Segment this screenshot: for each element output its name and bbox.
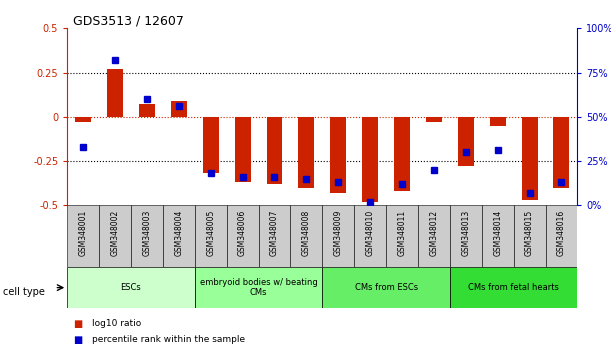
Text: GDS3513 / 12607: GDS3513 / 12607 (73, 14, 184, 27)
Text: GSM348005: GSM348005 (206, 210, 215, 256)
Text: GSM348004: GSM348004 (174, 210, 183, 256)
Bar (458, 117, 474, 166)
Bar (163, 205, 195, 267)
Text: GSM348002: GSM348002 (111, 210, 120, 256)
Bar (195, 205, 227, 267)
Bar (131, 205, 163, 267)
Text: GSM348006: GSM348006 (238, 210, 247, 256)
Bar (227, 205, 258, 267)
Bar (450, 205, 481, 267)
Bar (522, 117, 538, 200)
Bar (394, 117, 410, 191)
Text: CMs from ESCs: CMs from ESCs (354, 283, 418, 292)
Text: GSM348016: GSM348016 (557, 210, 566, 256)
Bar (298, 117, 314, 188)
Bar (418, 205, 450, 267)
Bar (171, 101, 187, 117)
Bar (386, 205, 418, 267)
Text: log10 ratio: log10 ratio (92, 319, 141, 329)
Text: GSM348003: GSM348003 (142, 210, 152, 256)
Bar (107, 69, 123, 117)
Text: GSM348009: GSM348009 (334, 210, 343, 256)
Bar (489, 117, 506, 126)
Bar (99, 205, 131, 267)
Text: cell type: cell type (3, 287, 45, 297)
Text: CMs from fetal hearts: CMs from fetal hearts (468, 283, 559, 292)
Text: GSM348011: GSM348011 (398, 210, 406, 256)
Bar (266, 117, 282, 184)
Text: GSM348014: GSM348014 (493, 210, 502, 256)
Bar (514, 205, 546, 267)
Bar (323, 205, 354, 267)
Text: GSM348001: GSM348001 (79, 210, 87, 256)
Text: embryoid bodies w/ beating
CMs: embryoid bodies w/ beating CMs (200, 278, 317, 297)
Bar (195, 267, 323, 308)
Bar (362, 117, 378, 202)
Bar (354, 205, 386, 267)
Text: ESCs: ESCs (120, 283, 141, 292)
Bar (235, 117, 251, 182)
Text: GSM348013: GSM348013 (461, 210, 470, 256)
Text: GSM348010: GSM348010 (365, 210, 375, 256)
Bar (450, 267, 577, 308)
Bar (75, 117, 91, 122)
Bar (323, 267, 450, 308)
Bar (290, 205, 323, 267)
Text: ■: ■ (73, 335, 82, 345)
Bar (203, 117, 219, 173)
Bar (67, 205, 99, 267)
Text: GSM348007: GSM348007 (270, 210, 279, 256)
Bar (139, 104, 155, 117)
Text: GSM348012: GSM348012 (430, 210, 439, 256)
Bar (258, 205, 290, 267)
Bar (481, 205, 514, 267)
Bar (426, 117, 442, 122)
Bar (331, 117, 346, 193)
Text: GSM348008: GSM348008 (302, 210, 311, 256)
Bar (67, 267, 195, 308)
Bar (546, 205, 577, 267)
Text: GSM348015: GSM348015 (525, 210, 534, 256)
Text: ■: ■ (73, 319, 82, 329)
Text: percentile rank within the sample: percentile rank within the sample (92, 335, 245, 344)
Bar (554, 117, 569, 188)
